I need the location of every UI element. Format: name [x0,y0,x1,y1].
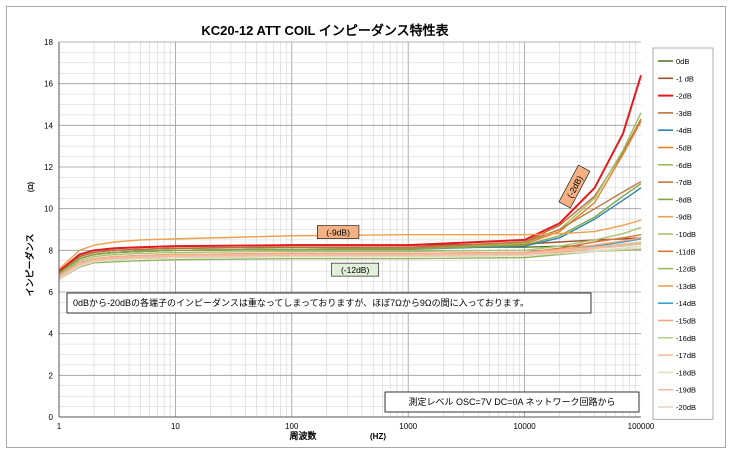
x-tick-label: 1 [57,422,62,431]
y-tick-label: 2 [49,371,54,380]
annotation-box [558,164,591,209]
legend-label-5: -5dB [676,144,692,153]
x-tick-label: 100 [285,422,299,431]
y-tick-label: 6 [49,288,54,297]
legend-label-9: -9dB [676,213,692,222]
annotation-box [331,262,380,277]
y-axis-unit: (Ω) [28,182,35,192]
series-lines [58,75,642,281]
annotation-label-1: (-12dB) [331,262,380,277]
legend-label-0: 0dB [676,57,689,66]
y-tick-label: 8 [49,246,54,255]
x-axis-label: 周波数 [289,430,317,441]
legend-label-8: -8dB [676,195,692,204]
legend-label-15: -15dB [676,317,696,326]
y-tick-label: 14 [44,121,53,130]
x-tick-label: 10 [171,422,180,431]
x-axis-unit: (HZ) [370,432,386,441]
legend-label-16: -16dB [676,334,696,343]
y-tick-label: 12 [44,163,53,172]
axes [58,42,641,418]
legend-label-13: -13dB [676,282,696,291]
legend-label-7: -7dB [676,178,692,187]
footer-note-text: 測定レベル OSC=7V DC=0A ネットワーク回路から [408,396,615,407]
legend-label-4: -4dB [676,126,692,135]
legend: 0dB -1 dB -2dB -3dB -4dB -5dB -6dB -7dB -8dB -9dB… [652,47,714,420]
annotation-text: (-9dB) [326,228,350,238]
annotation-label-0: (-9dB) [317,225,360,239]
y-tick-label: 18 [44,38,53,47]
chart-svg: KC20-12 ATT COIL インピーダンス特性表 0 2 4 6 8 10 12 14 1… [24,23,714,441]
axis-ticks: 0 2 4 6 8 10 12 14 16 18 1 10 100 1000 10000 100000 [44,38,655,431]
y-tick-label: 16 [44,80,53,89]
note-box: 0dBから-20dBの各端子のインピーダンスは重なってしまっておりますが、ほぼ7… [66,292,592,314]
legend-label-14: -14dB [676,299,696,308]
series-line-9 [58,219,642,270]
legend-label-6: -6dB [676,161,692,170]
legend-label-20: -20dB [676,403,696,412]
annotation-text: (-12dB) [341,265,370,275]
annotation-box [317,225,360,239]
series-line-15 [58,237,642,276]
legend-label-17: -17dB [676,351,696,360]
note-text: 0dBから-20dBの各端子のインピーダンスは重なってしまっておりますが、ほぼ7… [73,297,529,308]
chart-title: KC20-12 ATT COIL インピーダンス特性表 [201,23,449,38]
legend-label-1: -1 dB [676,74,694,83]
legend-label-11: -11dB [676,247,695,256]
legend-label-2: -2dB [676,92,692,101]
legend-label-3: -3dB [676,109,692,118]
legend-label-19: -19dB [676,386,696,395]
footer-note-box: 測定レベル OSC=7V DC=0A ネットワーク回路から [384,391,640,413]
grid [58,41,641,418]
x-tick-label: 100000 [628,422,655,431]
x-tick-label: 10000 [513,422,536,431]
series-line-17 [58,241,642,279]
series-line-19 [58,243,642,279]
series-line-10 [58,226,642,276]
series-line-2 [58,75,642,272]
x-tick-label: 1000 [399,422,417,431]
legend-label-10: -10dB [676,230,696,239]
series-line-20 [58,247,642,281]
y-tick-label: 0 [49,413,54,422]
legend-label-12: -12dB [676,265,696,274]
annotations: (-9dB)(-12dB)(-2dB) [317,164,591,277]
series-line-8 [58,183,642,274]
y-tick-label: 4 [49,330,54,339]
chart-frame: KC20-12 ATT COIL インピーダンス特性表 0 2 4 6 8 10 12 14 1… [6,6,726,448]
y-axis-label: インピーダンス [24,234,35,297]
y-tick-label: 10 [44,205,53,214]
legend-label-18: -18dB [676,368,696,377]
series-line-3 [58,118,642,274]
